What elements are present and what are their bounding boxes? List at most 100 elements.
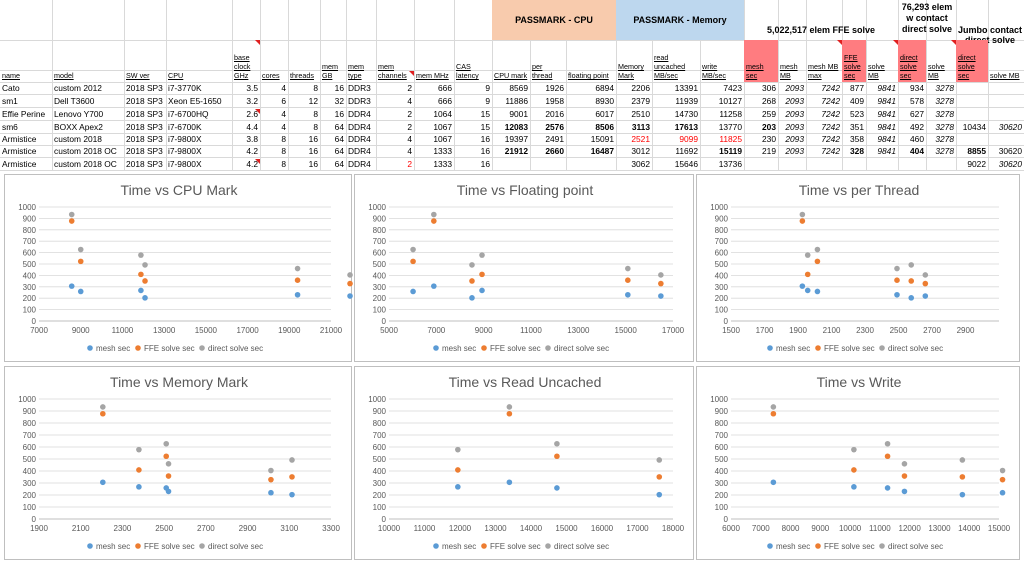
table-cell[interactable]: 2.6 — [246, 109, 258, 119]
table-cell[interactable] — [530, 159, 566, 170]
table-cell[interactable]: 2093 — [785, 83, 804, 93]
table-cell[interactable]: custom 2018 OC — [54, 146, 117, 156]
table-cell[interactable]: 8 — [281, 146, 286, 156]
table-cell[interactable]: DDR3 — [348, 83, 371, 93]
table-cell[interactable]: 8569 — [509, 83, 528, 93]
comment-indicator-icon[interactable] — [837, 40, 842, 45]
table-cell[interactable]: 16 — [480, 159, 490, 169]
column-header[interactable]: model — [52, 44, 124, 80]
table-cell[interactable]: 358 — [850, 134, 864, 144]
table-cell[interactable]: 268 — [762, 96, 776, 106]
table-cell[interactable]: 2 — [407, 109, 412, 119]
table-cell[interactable]: 351 — [850, 122, 864, 132]
table-cell[interactable]: 17613 — [674, 122, 698, 132]
table-cell[interactable]: 1067 — [433, 122, 452, 132]
column-header[interactable]: CAS latency — [454, 44, 492, 80]
table-cell[interactable]: 8855 — [967, 146, 986, 156]
table-cell[interactable]: DDR3 — [348, 96, 371, 106]
table-cell[interactable]: 2 — [407, 122, 412, 132]
comment-indicator-icon[interactable] — [951, 40, 956, 45]
table-cell[interactable]: DDR4 — [348, 146, 371, 156]
table-cell[interactable] — [926, 159, 956, 170]
table-cell[interactable]: 3278 — [935, 83, 954, 93]
table-cell[interactable]: 15646 — [674, 159, 698, 169]
column-header[interactable]: per thread — [530, 44, 566, 80]
column-header[interactable]: cores — [260, 44, 288, 80]
table-cell[interactable]: 16 — [480, 146, 490, 156]
column-header[interactable]: threads — [288, 44, 320, 80]
table-cell[interactable]: 2379 — [631, 96, 650, 106]
table-cell[interactable]: 3.8 — [246, 134, 258, 144]
table-cell[interactable]: Armistice — [2, 159, 37, 169]
table-cell[interactable]: 4 — [281, 83, 286, 93]
chart-3[interactable]: Time vs per Thread 0 100 200 300 400 500 600 700… — [696, 174, 1020, 362]
table-cell[interactable]: 9022 — [967, 159, 986, 169]
table-cell[interactable]: 64 — [334, 122, 344, 132]
table-cell[interactable]: 4.4 — [246, 122, 258, 132]
table-cell[interactable]: 2018 SP3 — [126, 159, 163, 169]
table-cell[interactable]: 8506 — [595, 122, 614, 132]
table-cell[interactable]: 2 — [407, 159, 412, 169]
column-header[interactable]: solve MB — [926, 44, 956, 80]
table-cell[interactable]: sm1 — [2, 96, 18, 106]
table-cell[interactable]: 16 — [480, 134, 490, 144]
column-header[interactable]: read uncached MB/sec — [652, 44, 700, 80]
table-cell[interactable]: BOXX Apex2 — [54, 122, 103, 132]
table-cell[interactable]: 2093 — [785, 96, 804, 106]
table-cell[interactable]: 8930 — [595, 96, 614, 106]
table-cell[interactable] — [744, 159, 778, 170]
table-cell[interactable]: 8 — [281, 134, 286, 144]
table-cell[interactable]: 15091 — [590, 134, 614, 144]
column-header[interactable]: mem MHz — [414, 44, 454, 80]
table-cell[interactable]: 460 — [910, 134, 924, 144]
table-cell[interactable]: 3012 — [631, 146, 650, 156]
table-cell[interactable]: 16 — [308, 146, 318, 156]
table-cell[interactable]: sm6 — [2, 122, 18, 132]
table-cell[interactable]: 7242 — [821, 96, 840, 106]
column-header[interactable]: solve MB — [866, 44, 898, 80]
table-cell[interactable]: 8 — [313, 122, 318, 132]
column-header[interactable]: mem channels — [376, 44, 414, 80]
table-cell[interactable]: 30620 — [998, 159, 1022, 169]
table-cell[interactable]: 3278 — [935, 134, 954, 144]
table-cell[interactable]: 16 — [334, 83, 344, 93]
table-cell[interactable]: 9841 — [877, 83, 896, 93]
chart-5[interactable]: Time vs Read Uncached 0 100 200 300 400 500 600… — [354, 366, 694, 560]
table-cell[interactable]: 13391 — [674, 83, 698, 93]
table-cell[interactable]: 230 — [762, 134, 776, 144]
table-cell[interactable]: Effie Perine — [2, 109, 46, 119]
table-cell[interactable]: custom 2012 — [54, 83, 102, 93]
column-header[interactable]: write MB/sec — [700, 44, 744, 80]
table-cell[interactable]: 409 — [850, 96, 864, 106]
column-header[interactable]: mesh MB — [778, 44, 806, 80]
table-cell[interactable]: 11886 — [505, 96, 528, 106]
column-header[interactable]: CPU — [166, 44, 232, 80]
table-cell[interactable]: Cato — [2, 83, 20, 93]
table-cell[interactable]: 4 — [407, 96, 412, 106]
table-cell[interactable]: 21912 — [504, 146, 528, 156]
table-cell[interactable]: 7423 — [723, 83, 742, 93]
table-cell[interactable]: 2 — [407, 83, 412, 93]
table-cell[interactable]: 934 — [910, 83, 924, 93]
table-cell[interactable]: 30620 — [998, 122, 1022, 132]
table-cell[interactable]: 259 — [762, 109, 776, 119]
table-cell[interactable]: 9099 — [679, 134, 698, 144]
table-cell[interactable]: 219 — [762, 146, 776, 156]
table-cell[interactable]: 2491 — [545, 134, 564, 144]
table-cell[interactable]: 2018 SP3 — [126, 134, 163, 144]
column-header[interactable]: mesh MB max — [806, 44, 842, 80]
table-cell[interactable]: 11692 — [675, 146, 698, 156]
table-cell[interactable]: custom 2018 — [54, 134, 102, 144]
column-header[interactable]: Memory Mark — [616, 44, 652, 80]
table-cell[interactable] — [956, 134, 988, 145]
table-cell[interactable]: 877 — [850, 83, 864, 93]
table-cell[interactable]: 8 — [313, 109, 318, 119]
table-cell[interactable]: 1064 — [433, 109, 452, 119]
table-cell[interactable]: 7242 — [821, 109, 840, 119]
table-cell[interactable]: 12 — [308, 96, 318, 106]
table-cell[interactable]: 9841 — [877, 96, 896, 106]
table-cell[interactable]: 10127 — [718, 96, 742, 106]
table-cell[interactable]: 16 — [308, 159, 318, 169]
table-cell[interactable]: 2576 — [545, 122, 564, 132]
table-cell[interactable]: custom 2018 OC — [54, 159, 117, 169]
